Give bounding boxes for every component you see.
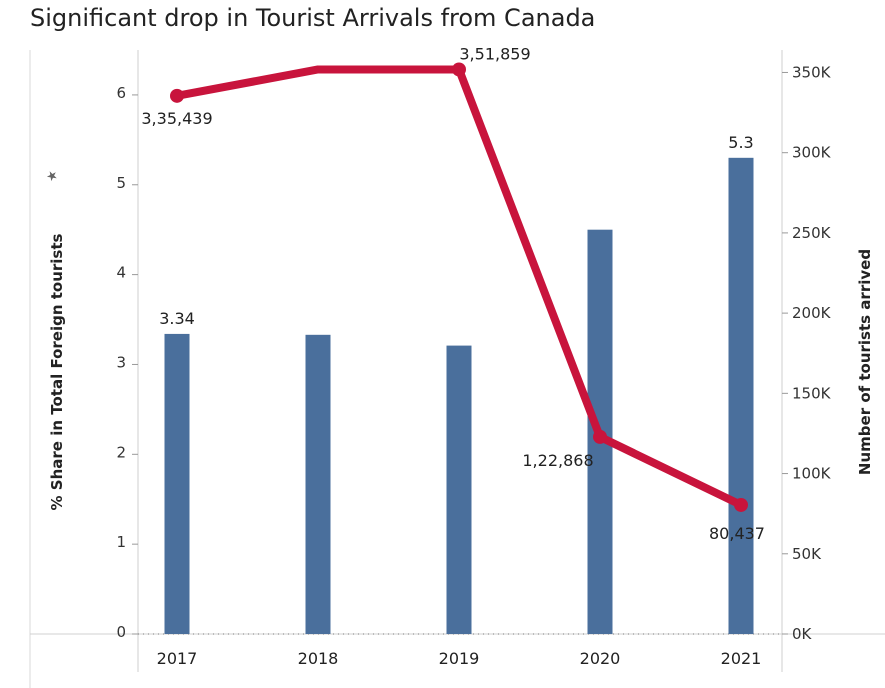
line-data-label: 3,35,439 [141, 109, 212, 128]
y-right-tick-label: 350K [792, 63, 832, 81]
y-left-tick-label: 3 [116, 353, 126, 371]
bar [305, 334, 331, 634]
x-tick-label: 2018 [298, 649, 339, 668]
y-right-tick-label: 300K [792, 144, 832, 162]
line-marker [593, 429, 607, 444]
y-right-tick-label: 200K [792, 304, 832, 322]
x-tick-label: 2020 [580, 649, 621, 668]
bar [728, 157, 754, 635]
y-right-tick-label: 50K [792, 545, 822, 563]
line-data-label: 3,51,859 [459, 44, 530, 63]
y-axis-right-title: Number of tourists arrived [856, 249, 874, 475]
y-left-tick-label: 2 [116, 443, 126, 461]
x-tick-label: 2017 [157, 649, 198, 668]
y-left-tick-label: 0 [116, 623, 126, 641]
y-right-tick-label: 100K [792, 465, 832, 483]
bar [164, 333, 190, 634]
y-left-tick-label: 4 [116, 264, 126, 282]
y-left-tick-label: 5 [116, 174, 126, 192]
y-right-tick-label: 0K [792, 625, 813, 643]
bar [446, 345, 472, 634]
y-axis-left-title: % Share in Total Foreign tourists [48, 233, 66, 510]
bar-data-label: 5.3 [728, 133, 753, 152]
line-data-label: 1,22,868 [522, 451, 593, 470]
line-data-label: 80,437 [709, 524, 765, 543]
bar-data-label: 3.34 [159, 309, 195, 328]
x-tick-label: 2021 [721, 649, 762, 668]
line-marker [170, 88, 184, 103]
line-marker [452, 62, 466, 77]
pin-icon: ★ [42, 167, 61, 186]
y-right-tick-label: 150K [792, 384, 832, 402]
line-marker [734, 497, 748, 512]
x-tick-label: 2019 [439, 649, 480, 668]
y-left-tick-label: 6 [116, 84, 126, 102]
y-right-tick-label: 250K [792, 224, 832, 242]
chart-title: Significant drop in Tourist Arrivals fro… [30, 4, 596, 32]
y-left-tick-label: 1 [116, 533, 126, 551]
